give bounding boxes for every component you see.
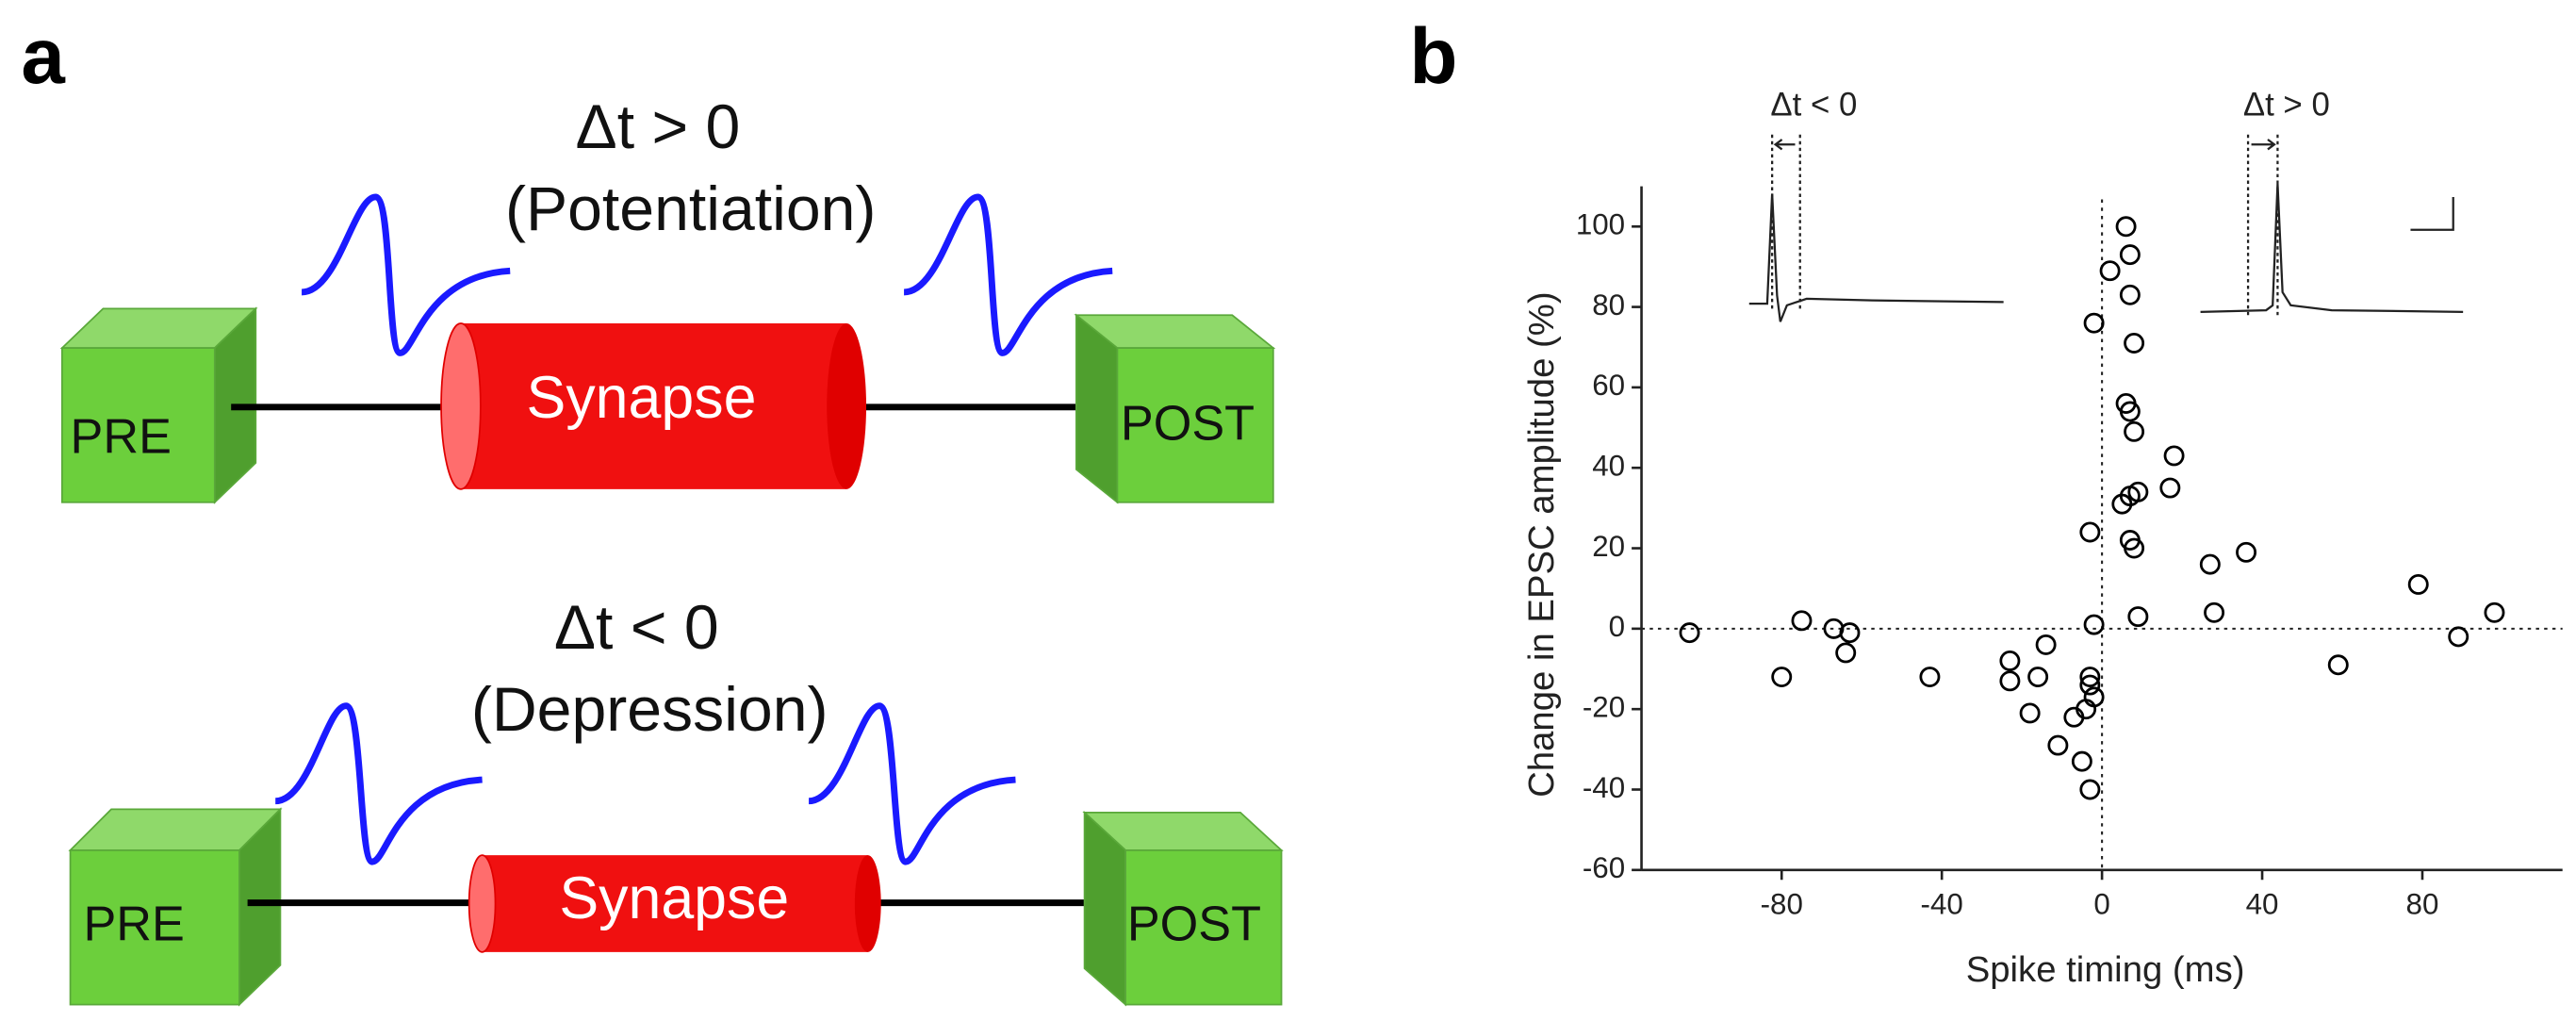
- pre-label: PRE: [71, 409, 172, 464]
- point: [2079, 667, 2101, 688]
- y-tick-label: 60: [1592, 369, 1625, 402]
- x-tick-label: -40: [1921, 887, 1963, 920]
- point: [1791, 610, 1813, 632]
- cube-front: [1124, 849, 1283, 1006]
- cylinder-end: [827, 323, 867, 489]
- point: [1999, 650, 2021, 671]
- spike: [903, 193, 1113, 356]
- point: [2019, 702, 2041, 724]
- inset-traces: [1748, 134, 2464, 322]
- point: [2027, 667, 2049, 688]
- point: [1771, 667, 1793, 688]
- x-axis-label: Spike timing (ms): [1966, 949, 2245, 990]
- point: [1679, 622, 1700, 644]
- arrow: [1773, 139, 1796, 151]
- point: [2159, 477, 2181, 499]
- effect-label: (Potentiation): [505, 174, 876, 244]
- point: [2047, 734, 2069, 756]
- point: [2127, 606, 2149, 628]
- cylinder-end: [854, 855, 881, 952]
- point: [2035, 634, 2057, 655]
- point: [2119, 284, 2141, 305]
- condition-label: Δt > 0: [576, 92, 741, 162]
- x-tick-label: -80: [1761, 887, 1803, 920]
- y-tick-label: 100: [1576, 208, 1625, 241]
- scale-bar: [2410, 196, 2454, 231]
- cube-front: [1116, 347, 1274, 503]
- inset-label: Δt < 0: [1770, 86, 1857, 123]
- spike: [301, 193, 511, 356]
- point: [2079, 779, 2101, 800]
- point: [2083, 614, 2105, 635]
- point: [2199, 553, 2221, 575]
- point: [2099, 260, 2121, 282]
- cylinder-body: [482, 855, 868, 952]
- y-tick-label: 20: [1592, 530, 1625, 563]
- point: [2124, 537, 2145, 559]
- point: [2119, 401, 2141, 422]
- point: [2071, 750, 2092, 772]
- point: [2119, 244, 2141, 266]
- cylinder-face: [468, 854, 497, 953]
- point: [1919, 667, 1941, 688]
- cube-side: [1075, 313, 1119, 504]
- x-tick-label: 80: [2406, 887, 2439, 920]
- point: [2083, 686, 2105, 708]
- spike: [274, 702, 483, 865]
- point: [2115, 216, 2137, 238]
- effect-label: (Depression): [471, 675, 829, 745]
- point: [2119, 486, 2141, 507]
- x-tick-label: 40: [2246, 887, 2279, 920]
- arrow: [2251, 139, 2276, 151]
- y-tick-label: 80: [1592, 288, 1625, 321]
- panel-label: a: [21, 11, 65, 100]
- top-diagram: [59, 193, 1276, 504]
- bottom-diagram: [68, 702, 1284, 1007]
- point: [2083, 312, 2105, 334]
- condition-label: Δt < 0: [554, 593, 719, 663]
- point: [2079, 521, 2101, 543]
- y-tick-label: 0: [1609, 610, 1625, 643]
- trace: [1748, 193, 2004, 322]
- point: [2124, 420, 2145, 442]
- point: [1999, 670, 2021, 692]
- y-axis-label: Change in EPSC amplitude (%): [1521, 291, 1562, 797]
- panel-label: b: [1409, 11, 1457, 100]
- point: [1835, 642, 1857, 664]
- point: [2204, 601, 2225, 623]
- cylinder-face: [440, 322, 482, 490]
- point: [1839, 622, 1861, 644]
- y-tick-label: -60: [1583, 851, 1625, 884]
- spike: [808, 702, 1016, 865]
- point: [2124, 333, 2145, 354]
- point: [2448, 626, 2469, 648]
- point: [2407, 573, 2429, 595]
- post-label: POST: [1127, 897, 1261, 952]
- point: [2236, 541, 2257, 563]
- pre-label: PRE: [83, 897, 184, 952]
- point: [2163, 445, 2185, 467]
- point: [2327, 654, 2349, 676]
- y-tick-label: -20: [1583, 690, 1625, 723]
- inset-label: Δt > 0: [2243, 86, 2330, 123]
- x-tick-label: 0: [2093, 887, 2109, 920]
- post-label: POST: [1121, 396, 1255, 451]
- synapse-label: Synapse: [527, 365, 757, 431]
- point: [2079, 674, 2101, 696]
- trace: [2200, 183, 2464, 313]
- y-tick-label: -40: [1583, 771, 1625, 804]
- synapse-label: Synapse: [559, 865, 789, 931]
- cube-front: [60, 347, 216, 503]
- cube-front: [69, 849, 240, 1006]
- cylinder-body: [460, 323, 847, 489]
- point: [2484, 601, 2505, 623]
- y-tick-label: 40: [1592, 450, 1625, 483]
